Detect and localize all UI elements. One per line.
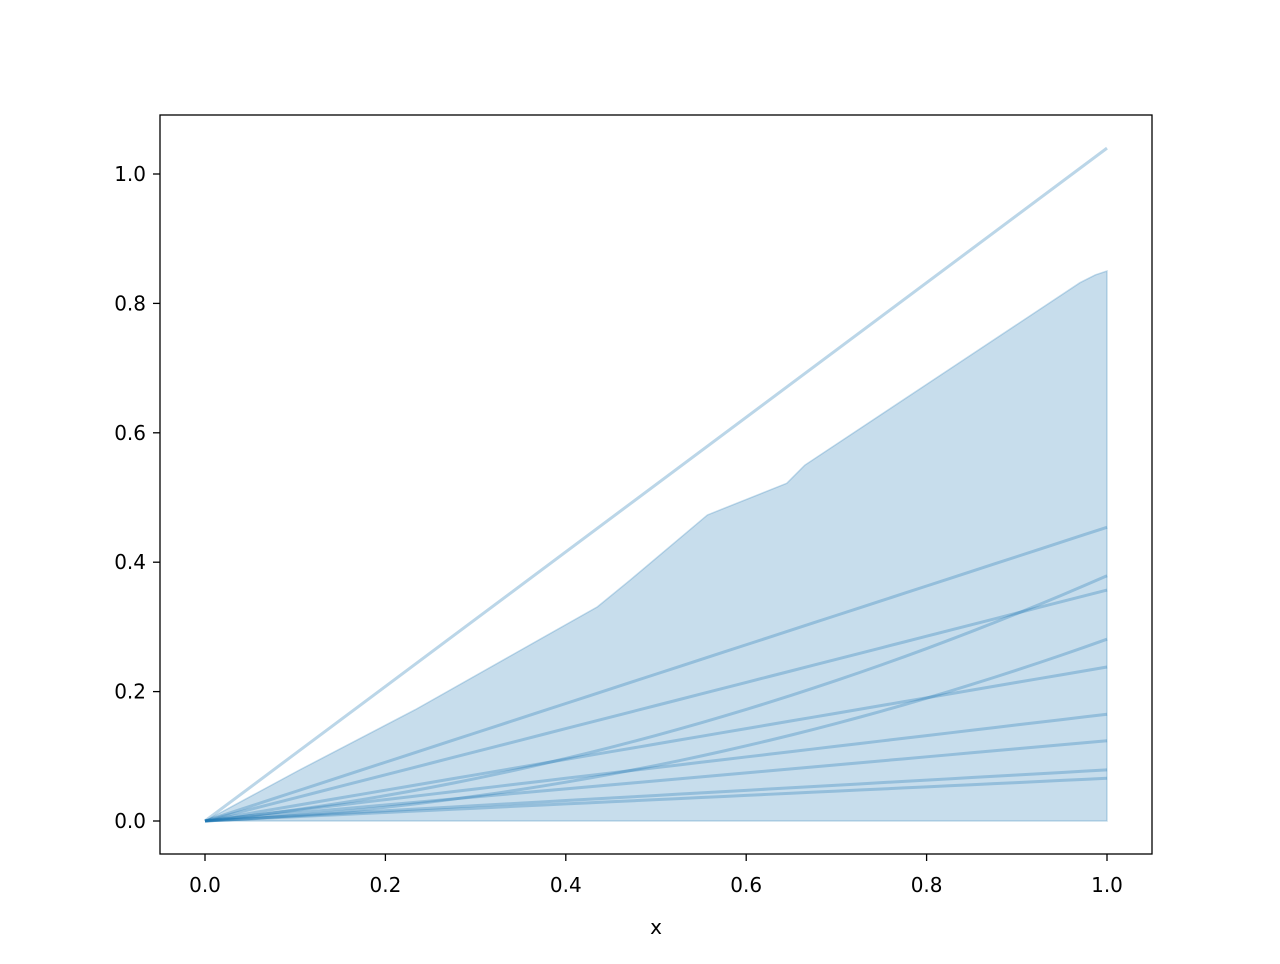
y-tick-label: 1.0 xyxy=(114,162,146,186)
y-tick-label: 0.4 xyxy=(114,550,146,574)
y-tick-label: 0.0 xyxy=(114,809,146,833)
series-line-7 xyxy=(204,739,1108,823)
series-line-1 xyxy=(204,525,1108,823)
x-tick-label: 0.8 xyxy=(911,873,943,897)
series-line-3 xyxy=(204,588,1108,823)
series-line-8 xyxy=(204,768,1108,823)
x-axis-label: x xyxy=(650,915,662,939)
series-line-4 xyxy=(204,637,1108,823)
ticks: 0.0 0.2 0.4 0.6 0.8 1.0 0.0 0.2 0.4 0.6 0.8 1.0 xyxy=(114,162,1123,897)
axes-frame xyxy=(159,114,1153,855)
x-tick-label: 0.2 xyxy=(369,873,401,897)
x-tick-label: 0.4 xyxy=(550,873,582,897)
x-tick-label: 0.0 xyxy=(189,873,221,897)
x-tick-label: 1.0 xyxy=(1091,873,1123,897)
y-tick-label: 0.6 xyxy=(114,421,146,445)
series-line-9 xyxy=(204,776,1108,823)
y-tick-label: 0.2 xyxy=(114,680,146,704)
plot-area xyxy=(204,146,1108,823)
series-line-2 xyxy=(204,574,1108,823)
series-line-6 xyxy=(204,712,1108,823)
y-tick-label: 0.8 xyxy=(114,291,146,315)
fill-band xyxy=(204,270,1108,822)
x-tick-label: 0.6 xyxy=(730,873,762,897)
upper-bound-line xyxy=(204,146,1108,823)
series-line-5 xyxy=(204,665,1108,823)
